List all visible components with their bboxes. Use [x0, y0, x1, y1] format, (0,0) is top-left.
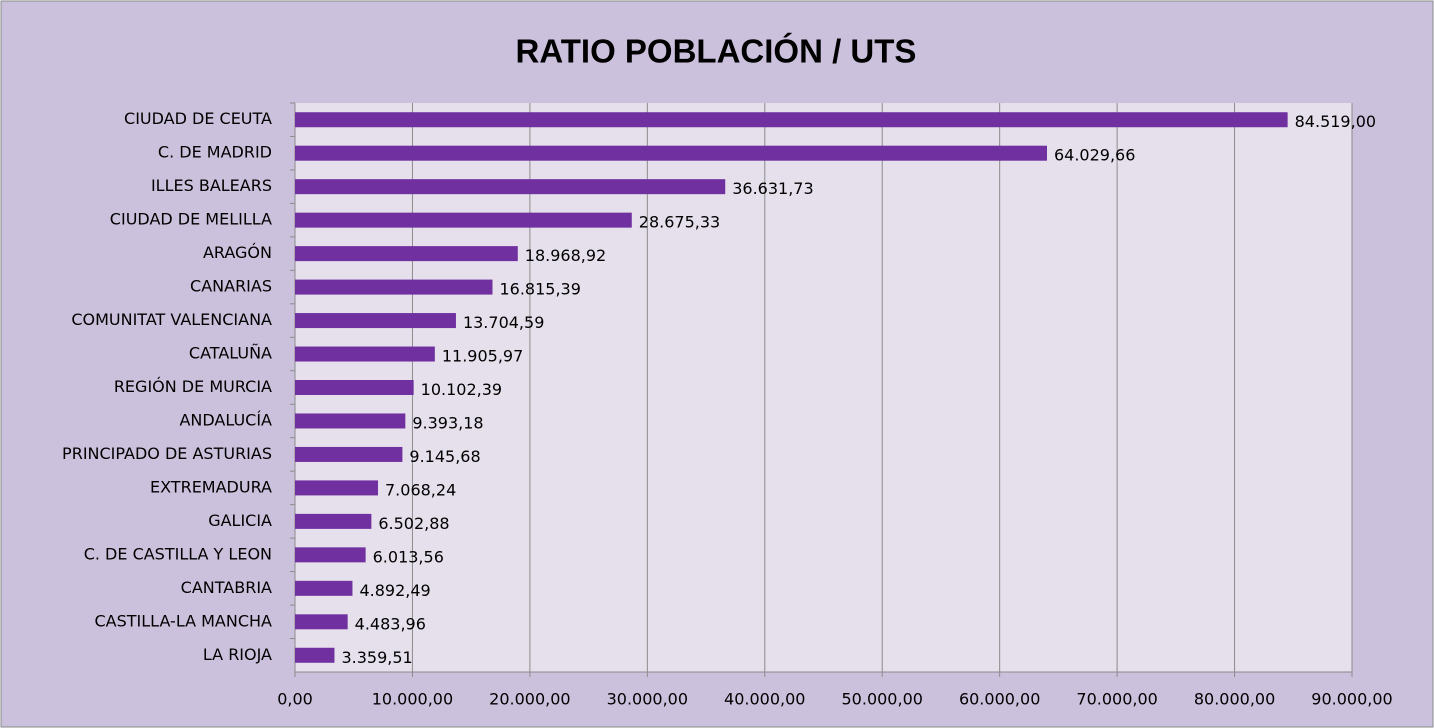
value-label: 4.892,49 — [359, 581, 430, 600]
y-tick-label: C. DE CASTILLA Y LEON — [84, 544, 272, 563]
y-tick-label: ILLES BALEARS — [151, 176, 272, 195]
chart-title: RATIO POBLACIÓN / UTS — [516, 33, 917, 70]
value-label: 6.502,88 — [378, 514, 449, 533]
y-tick-label: CIUDAD DE CEUTA — [124, 109, 272, 128]
bar — [295, 145, 1047, 161]
y-tick-label: ANDALUCÍA — [179, 410, 272, 429]
bar — [295, 212, 632, 228]
value-label: 16.815,39 — [499, 280, 580, 299]
x-tick-label: 20.000,00 — [489, 690, 570, 709]
bar — [295, 413, 406, 429]
y-tick-label: CATALUÑA — [189, 344, 272, 363]
value-label: 18.968,92 — [525, 246, 606, 265]
x-tick-label: 10.000,00 — [372, 690, 453, 709]
value-label: 9.145,68 — [409, 447, 480, 466]
x-tick-label: 70.000,00 — [1076, 690, 1157, 709]
y-tick-label: GALICIA — [208, 511, 272, 530]
y-tick-label: REGIÓN DE MURCIA — [114, 377, 272, 396]
bar — [295, 580, 353, 596]
value-label: 7.068,24 — [385, 480, 456, 499]
value-label: 9.393,18 — [412, 413, 483, 432]
bar — [295, 614, 348, 630]
value-label: 84.519,00 — [1295, 112, 1376, 131]
y-tick-label: ARAGÓN — [203, 243, 272, 262]
value-label: 10.102,39 — [421, 380, 502, 399]
bar — [295, 346, 435, 362]
x-tick-label: 60.000,00 — [959, 690, 1040, 709]
value-label: 64.029,66 — [1054, 146, 1135, 165]
value-label: 28.675,33 — [639, 213, 720, 232]
bar — [295, 380, 414, 395]
bar — [295, 279, 493, 295]
x-tick-label: 0,00 — [277, 690, 313, 709]
bar — [295, 313, 456, 329]
value-label: 4.483,96 — [355, 614, 426, 633]
value-label: 36.631,73 — [732, 179, 813, 198]
y-tick-label: COMUNITAT VALENCIANA — [71, 310, 272, 329]
y-tick-label: EXTREMADURA — [150, 477, 272, 496]
y-tick-label: C. DE MADRID — [158, 143, 272, 162]
bar — [295, 246, 518, 262]
y-tick-label: CIUDAD DE MELILLA — [110, 210, 272, 229]
bar — [295, 446, 403, 462]
x-tick-label: 50.000,00 — [842, 690, 923, 709]
x-tick-label: 90.000,00 — [1311, 690, 1392, 709]
y-tick-label: LA RIOJA — [203, 645, 272, 664]
bar — [295, 647, 335, 663]
bar — [295, 480, 379, 496]
plot-area — [295, 103, 1352, 672]
y-tick-label: CANARIAS — [190, 277, 272, 296]
y-tick-label: CANTABRIA — [181, 578, 272, 597]
x-tick-label: 80.000,00 — [1194, 690, 1275, 709]
x-tick-label: 30.000,00 — [607, 690, 688, 709]
bar — [295, 179, 726, 195]
value-label: 3.359,51 — [341, 648, 412, 667]
value-label: 11.905,97 — [442, 347, 523, 366]
value-label: 6.013,56 — [373, 547, 444, 566]
y-tick-label: PRINCIPADO DE ASTURIAS — [62, 444, 272, 463]
bar — [295, 547, 366, 563]
value-label: 13.704,59 — [463, 313, 544, 332]
bar — [295, 513, 372, 529]
x-tick-label: 40.000,00 — [724, 690, 805, 709]
bar — [295, 112, 1288, 128]
y-tick-label: CASTILLA-LA MANCHA — [94, 611, 272, 630]
